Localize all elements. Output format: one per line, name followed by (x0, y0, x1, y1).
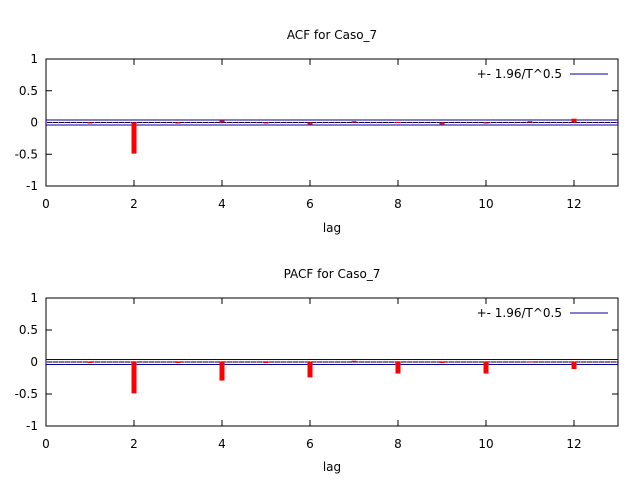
bar-lag-12 (571, 362, 577, 370)
x-tick-label: 10 (478, 197, 493, 211)
y-tick-label: 0.5 (19, 84, 38, 98)
x-tick-label: 4 (218, 197, 226, 211)
x-tick-label: 4 (218, 437, 226, 451)
bar-lag-5 (263, 122, 269, 124)
y-tick-label: -0.5 (15, 147, 38, 161)
bar-lag-4 (219, 120, 225, 123)
x-tick-label: 8 (394, 197, 402, 211)
y-tick-label: 0 (30, 116, 38, 130)
x-tick-label: 6 (306, 197, 314, 211)
chart-title: PACF for Caso_7 (284, 267, 381, 281)
bar-lag-2 (131, 362, 137, 394)
legend-label: +- 1.96/T^0.5 (477, 67, 562, 81)
bar-lag-3 (175, 122, 181, 124)
bar-lag-7 (351, 121, 357, 123)
bar-lag-1 (87, 122, 93, 124)
chart-panel-acf: ACF for Caso_7 1 0.5 0 -0.5 -1 0 2 4 6 8 10 12 lag +- … (15, 28, 619, 235)
bar-lag-6 (307, 122, 313, 125)
bar-lag-4 (219, 362, 225, 381)
bar-lag-6 (307, 362, 313, 378)
bar-lag-9 (439, 122, 445, 125)
y-tick-label: 1 (30, 52, 38, 66)
x-tick-label: 2 (130, 197, 138, 211)
x-tick-label: 2 (130, 437, 138, 451)
bar-lag-11 (527, 121, 533, 123)
y-tick-label: -0.5 (15, 387, 38, 401)
chart-title: ACF for Caso_7 (287, 28, 377, 42)
bar-lag-8 (395, 362, 401, 374)
bar-lag-8 (395, 121, 401, 123)
x-tick-label: 12 (566, 437, 581, 451)
x-tick-label: 0 (42, 437, 50, 451)
bar-lag-11 (527, 361, 533, 363)
bar-lag-7 (351, 360, 357, 362)
bar-lag-10 (483, 362, 489, 374)
x-axis-label: lag (323, 460, 341, 474)
x-tick-label: 0 (42, 197, 50, 211)
bar-lag-5 (263, 362, 269, 363)
y-tick-label: -1 (26, 419, 38, 433)
x-tick-label: 8 (394, 437, 402, 451)
chart-panel-pacf: PACF for Caso_7 1 0.5 0 -0.5 -1 0 2 4 6 8 10 12 lag +-… (15, 267, 619, 474)
y-tick-label: 1 (30, 291, 38, 305)
bar-lag-3 (175, 362, 181, 363)
bar-lag-10 (483, 122, 489, 124)
x-tick-label: 6 (306, 437, 314, 451)
x-tick-label: 12 (566, 197, 581, 211)
y-tick-label: -1 (26, 179, 38, 193)
x-axis-label: lag (323, 221, 341, 235)
bar-lag-12 (571, 118, 577, 123)
x-tick-label: 10 (478, 437, 493, 451)
bar-lag-2 (131, 122, 137, 154)
bar-lag-9 (439, 362, 445, 363)
y-tick-label: 0 (30, 355, 38, 369)
legend-label: +- 1.96/T^0.5 (477, 306, 562, 320)
y-tick-label: 0.5 (19, 323, 38, 337)
bar-lag-1 (87, 362, 93, 363)
